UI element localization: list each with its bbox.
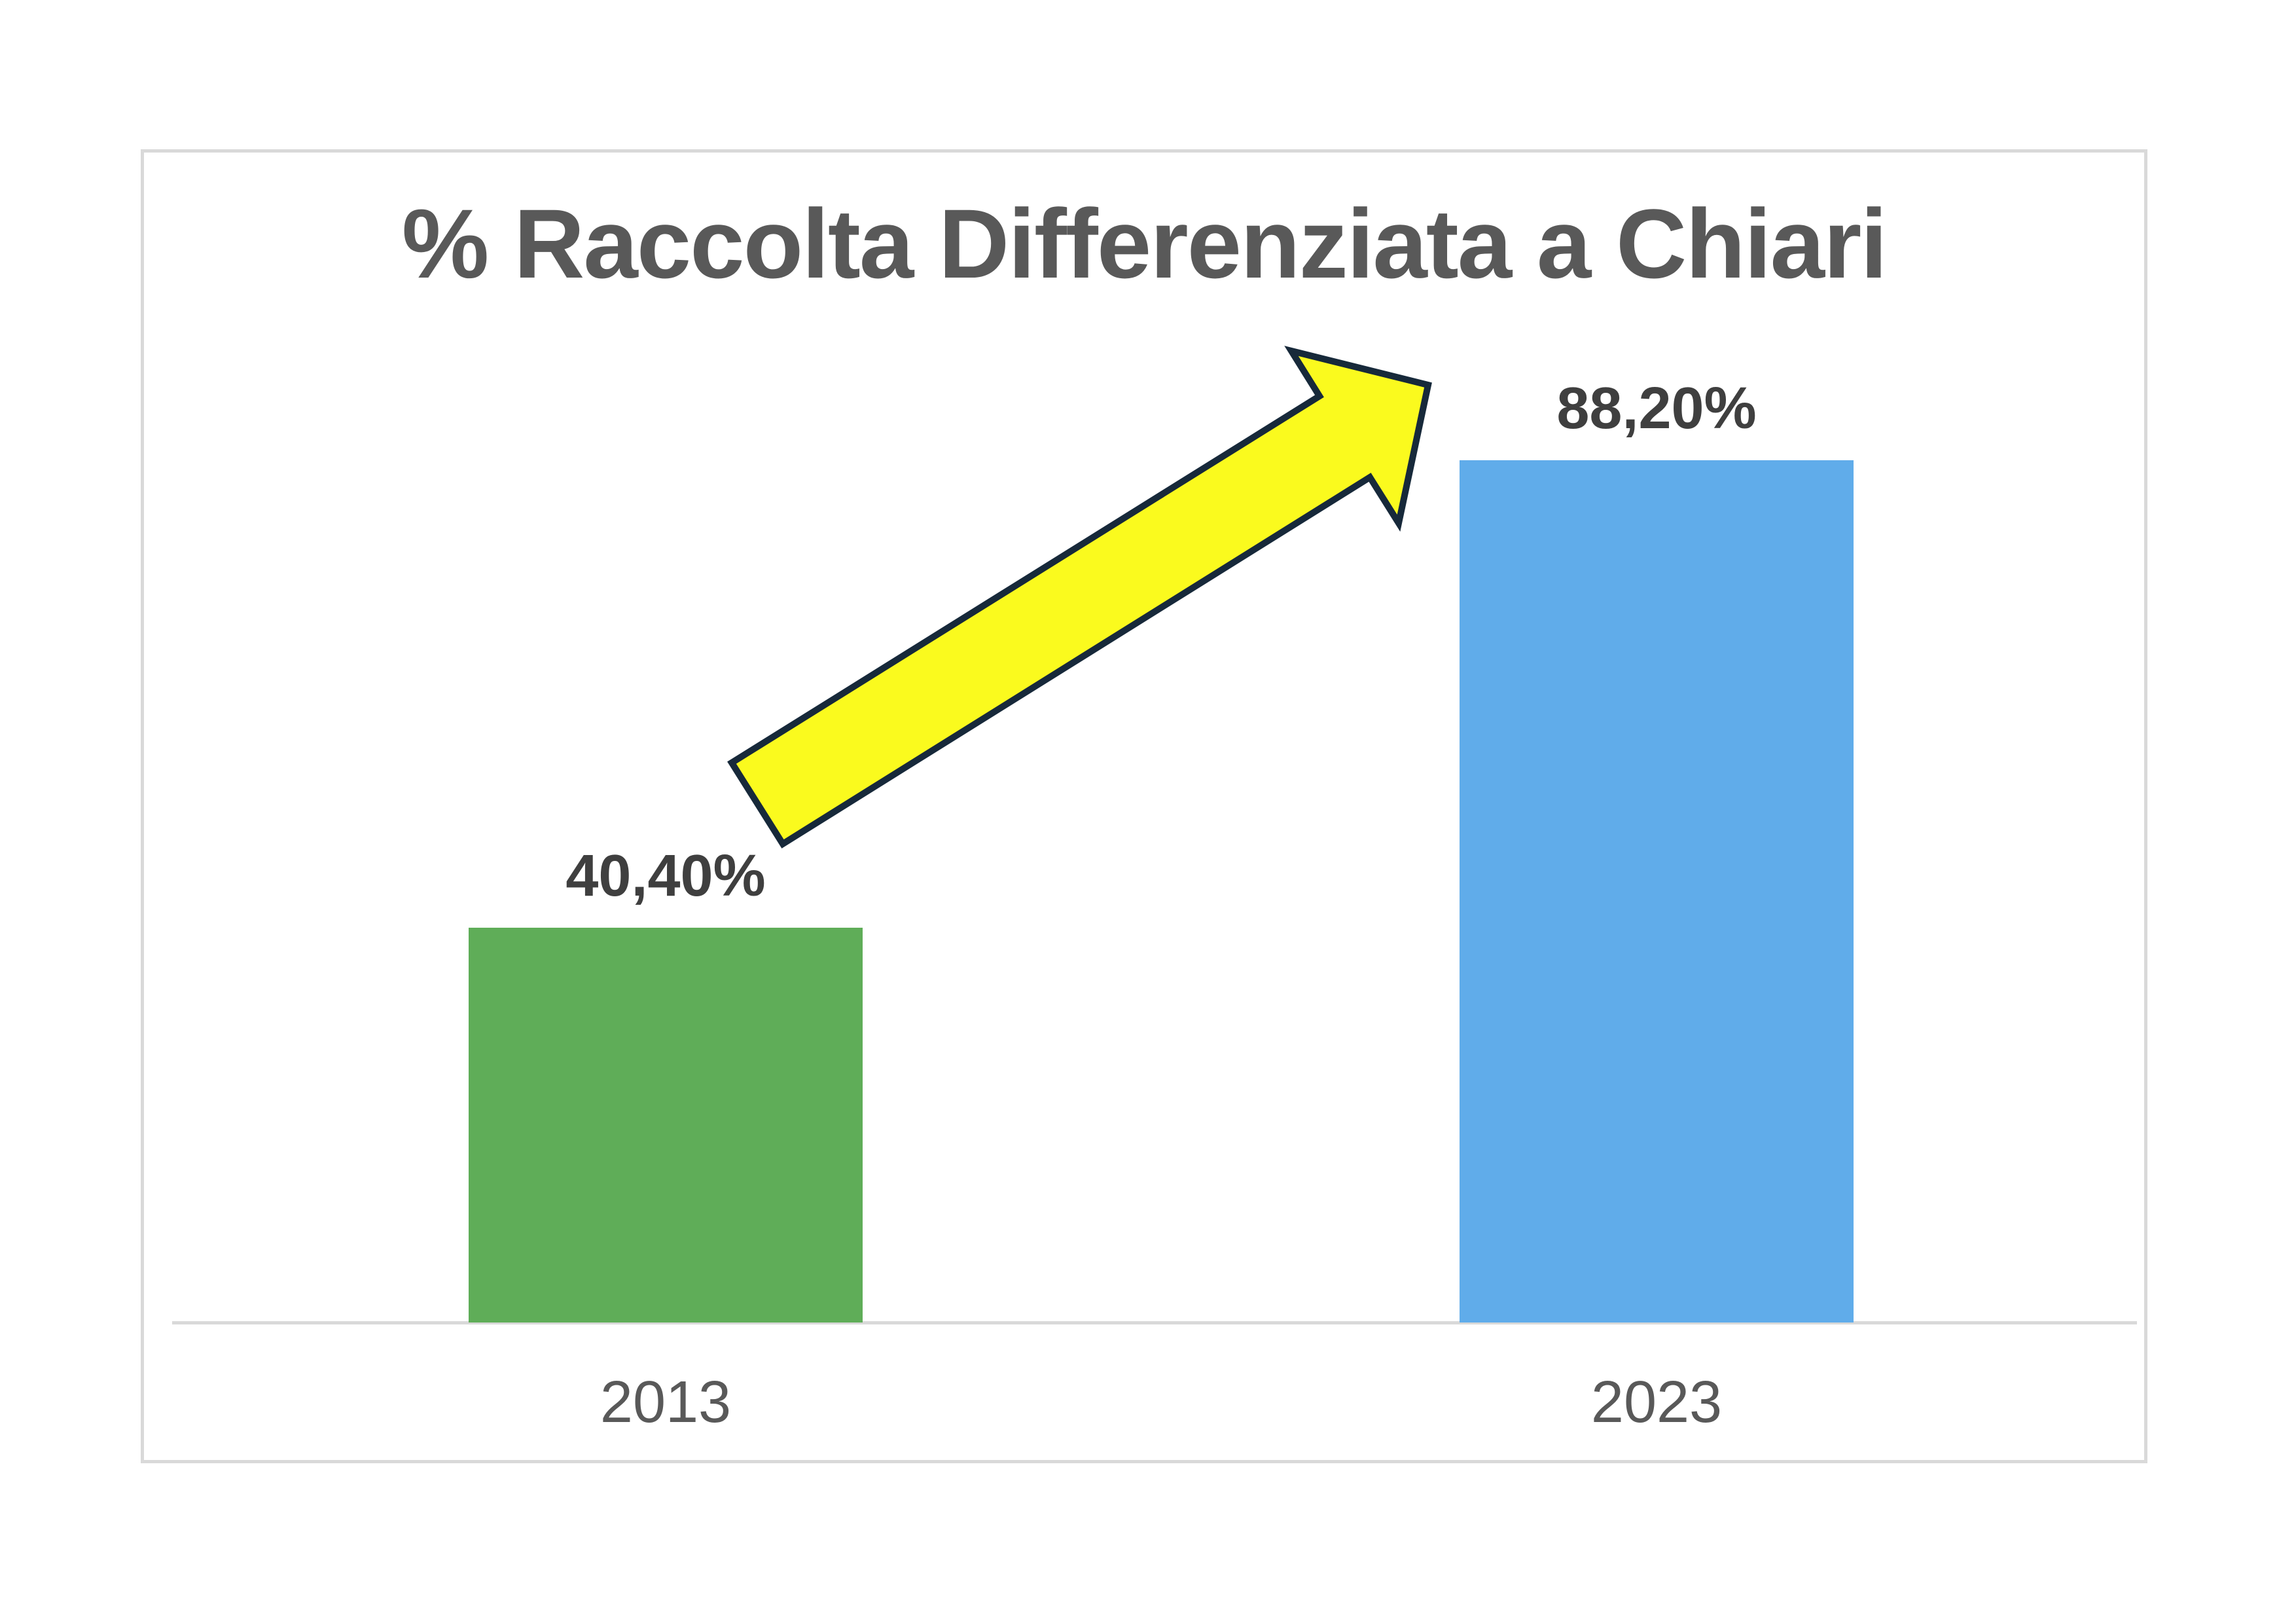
bar-2023: [1460, 460, 1854, 1322]
chart-title: % Raccolta Differenziata a Chiari: [401, 189, 1888, 299]
category-label-2013: 2013: [600, 1370, 732, 1435]
value-label-2013: 40,40%: [565, 843, 766, 909]
value-label-2023: 88,20%: [1556, 376, 1757, 441]
category-label-2023: 2023: [1590, 1370, 1723, 1435]
x-axis-line: [172, 1321, 2137, 1324]
bar-2013: [469, 928, 863, 1322]
